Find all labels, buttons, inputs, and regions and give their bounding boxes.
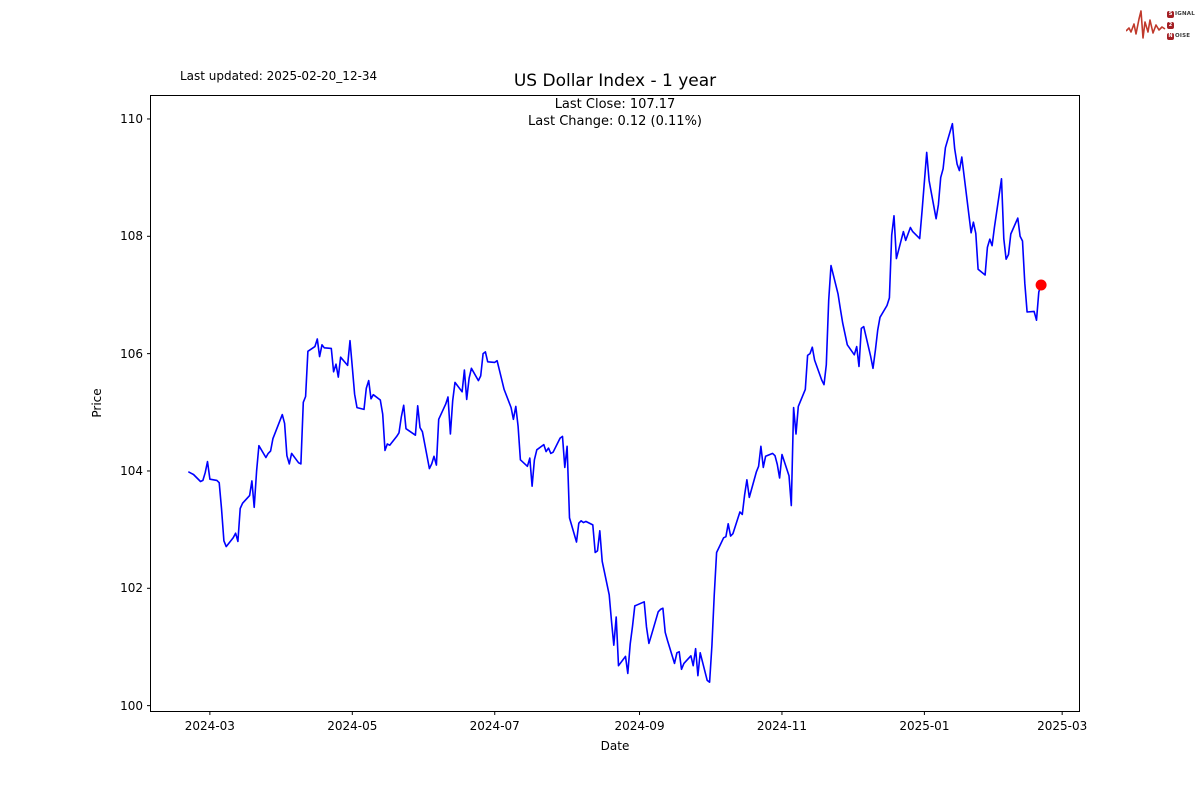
last-close-annotation: Last Close: 107.17 (554, 97, 676, 112)
logo-letter-n: N (1167, 32, 1174, 40)
x-tick-label: 2024-07 (469, 719, 520, 733)
x-tick-label: 2024-09 (614, 719, 665, 733)
last-updated-text: Last updated: 2025-02-20_12-34 (180, 69, 378, 83)
x-tick-label: 2025-03 (1037, 719, 1088, 733)
y-tick-label: 106 (120, 346, 143, 361)
y-axis-label: Price (90, 388, 104, 418)
price-line-series (188, 122, 1042, 683)
y-axis-tick-marks (147, 118, 151, 707)
x-tick-label: 2024-11 (756, 719, 808, 733)
y-tick-label: 110 (120, 111, 143, 126)
logo-letter-s: S (1167, 10, 1174, 18)
last-change-annotation: Last Change: 0.12 (0.11%) (527, 114, 702, 129)
waveform-icon (1126, 10, 1166, 39)
y-tick-label: 102 (120, 581, 143, 596)
last-point-marker (1035, 279, 1047, 291)
x-tick-label: 2024-05 (327, 719, 378, 733)
plot-frame (150, 95, 1080, 712)
chart-title: US Dollar Index - 1 year (513, 71, 717, 91)
x-tick-label: 2024-03 (184, 719, 235, 733)
logo-digit-2: 2 (1167, 21, 1174, 29)
logo: S IGNAL 2 N OISE (1126, 5, 1196, 45)
y-tick-label: 104 (120, 463, 143, 478)
y-tick-label: 100 (120, 698, 143, 713)
logo-text: S IGNAL 2 N OISE (1167, 9, 1195, 42)
x-axis-label: Date (600, 739, 630, 753)
x-tick-label: 2025-01 (899, 719, 950, 733)
logo-word-signal-rest: IGNAL (1175, 11, 1195, 17)
y-tick-label: 108 (120, 229, 143, 244)
x-axis-tick-marks (209, 711, 1063, 715)
logo-word-noise-rest: OISE (1175, 33, 1191, 39)
